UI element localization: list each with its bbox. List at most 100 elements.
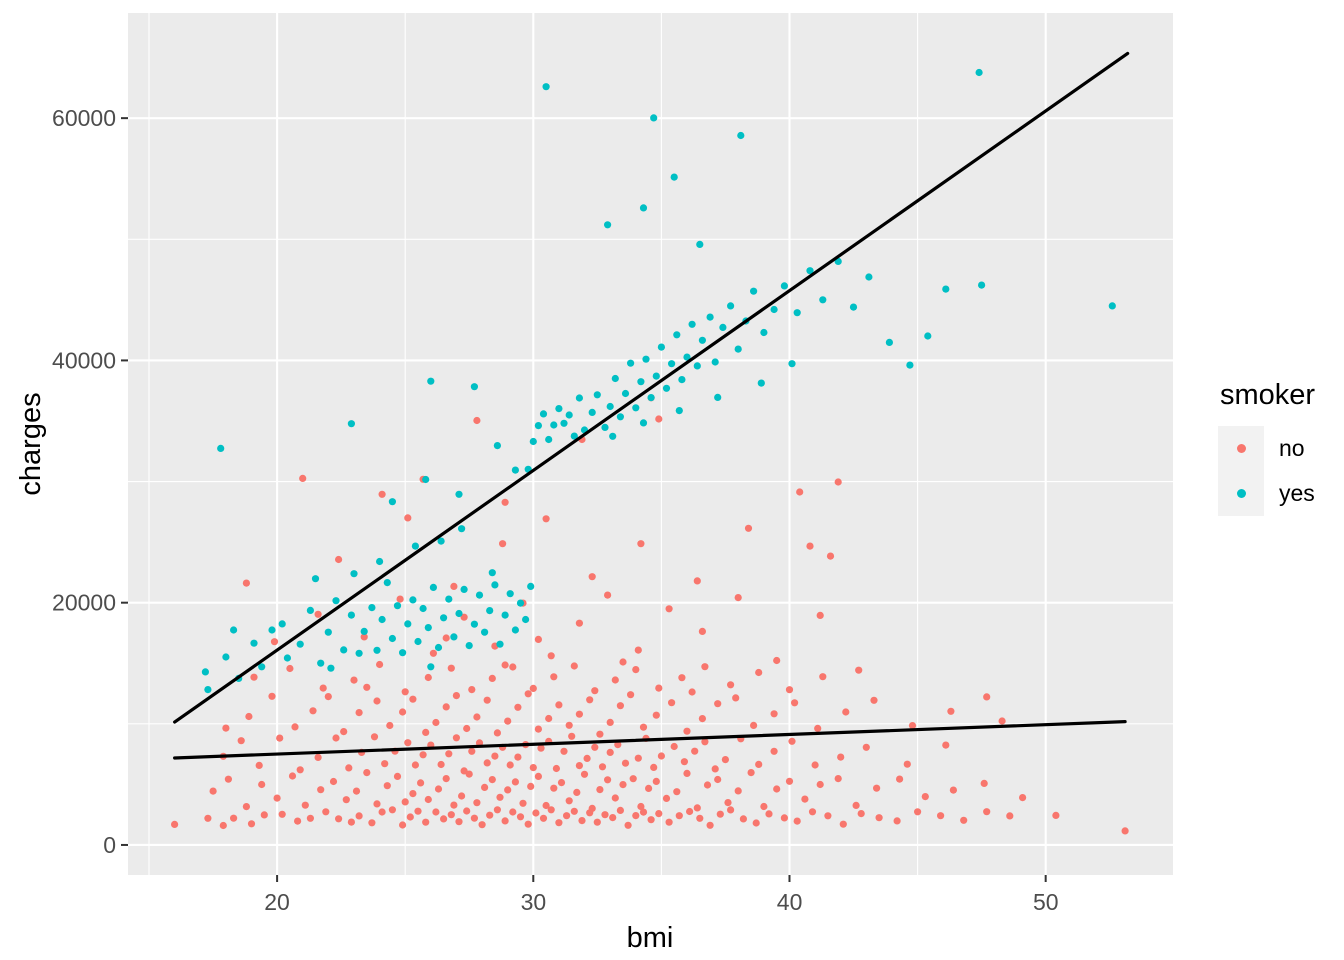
data-point-no bbox=[534, 772, 543, 781]
data-point-no bbox=[399, 708, 407, 716]
plot-panel bbox=[128, 13, 1173, 875]
data-point-no bbox=[409, 695, 417, 703]
data-point-yes bbox=[324, 628, 332, 636]
data-point-no bbox=[452, 692, 460, 700]
data-point-yes bbox=[250, 639, 258, 647]
data-point-yes bbox=[609, 432, 617, 440]
data-point-no bbox=[619, 658, 627, 666]
data-point-no bbox=[342, 796, 350, 804]
data-point-no bbox=[806, 542, 814, 550]
data-point-no bbox=[773, 656, 781, 665]
data-point-yes bbox=[675, 407, 683, 415]
data-point-no bbox=[791, 699, 799, 707]
data-point-no bbox=[645, 784, 653, 793]
data-point-yes bbox=[924, 332, 932, 340]
data-point-no bbox=[501, 661, 509, 669]
data-point-yes bbox=[719, 323, 727, 331]
data-point-no bbox=[322, 808, 330, 816]
data-point-no bbox=[301, 801, 309, 809]
data-point-no bbox=[609, 814, 617, 822]
data-point-yes bbox=[411, 542, 419, 550]
data-point-no bbox=[373, 697, 381, 705]
data-point-yes bbox=[696, 240, 704, 248]
data-point-yes bbox=[470, 383, 478, 391]
y-axis-title: charges bbox=[15, 392, 47, 495]
data-point-yes bbox=[455, 490, 463, 498]
data-point-yes bbox=[865, 273, 873, 281]
data-point-no bbox=[360, 633, 368, 641]
trend-line-no bbox=[173, 720, 1127, 760]
data-point-no bbox=[598, 763, 607, 771]
data-point-no bbox=[555, 819, 563, 827]
data-point-yes bbox=[734, 345, 742, 353]
data-point-yes bbox=[555, 405, 563, 413]
data-point-no bbox=[691, 747, 699, 755]
data-point-no bbox=[504, 786, 512, 794]
data-point-yes bbox=[601, 423, 609, 431]
data-point-yes bbox=[222, 653, 230, 661]
data-point-no bbox=[296, 766, 304, 774]
data-point-no bbox=[721, 756, 730, 764]
data-point-no bbox=[701, 738, 709, 746]
legend-key-box-yes bbox=[1218, 471, 1264, 516]
data-point-yes bbox=[647, 394, 655, 402]
data-point-no bbox=[447, 664, 455, 672]
data-point-no bbox=[432, 718, 440, 727]
data-point-no bbox=[352, 787, 361, 795]
data-point-no bbox=[247, 820, 256, 828]
data-point-no bbox=[319, 684, 327, 692]
data-point-yes bbox=[347, 611, 355, 619]
data-point-no bbox=[839, 820, 847, 828]
data-point-no bbox=[801, 795, 809, 803]
data-point-no bbox=[437, 760, 445, 769]
data-point-yes bbox=[668, 360, 676, 368]
data-point-no bbox=[665, 605, 673, 613]
data-point-no bbox=[619, 781, 627, 789]
data-point-no bbox=[329, 777, 338, 786]
data-point-no bbox=[378, 808, 386, 816]
data-point-no bbox=[819, 673, 827, 681]
data-point-no bbox=[268, 692, 276, 700]
y-tick-label-0: 0 bbox=[103, 832, 116, 858]
major-gridlines bbox=[128, 13, 1173, 875]
data-point-no bbox=[796, 488, 804, 496]
data-point-no bbox=[563, 812, 571, 820]
data-point-no bbox=[552, 764, 561, 773]
data-point-no bbox=[647, 816, 655, 824]
data-point-no bbox=[470, 814, 478, 822]
data-point-yes bbox=[470, 620, 478, 628]
data-point-no bbox=[447, 811, 455, 819]
data-point-no bbox=[245, 712, 253, 721]
data-point-no bbox=[222, 724, 230, 732]
trend-line-yes bbox=[173, 51, 1130, 724]
data-point-yes bbox=[427, 663, 435, 671]
data-point-no bbox=[596, 730, 604, 738]
data-point-no bbox=[688, 688, 696, 696]
data-point-no bbox=[209, 787, 217, 795]
data-point-yes bbox=[637, 378, 645, 386]
data-point-no bbox=[401, 688, 409, 696]
data-point-no bbox=[440, 815, 448, 823]
data-point-no bbox=[655, 415, 663, 423]
data-point-yes bbox=[693, 362, 701, 370]
data-point-yes bbox=[942, 285, 950, 293]
data-point-yes bbox=[711, 358, 719, 366]
data-point-no bbox=[614, 741, 622, 749]
data-point-no bbox=[616, 702, 625, 710]
data-point-no bbox=[755, 760, 763, 769]
data-point-no bbox=[678, 674, 686, 682]
data-point-no bbox=[409, 790, 417, 798]
data-point-no bbox=[347, 818, 355, 826]
data-point-yes bbox=[545, 435, 553, 444]
data-point-no bbox=[693, 804, 701, 812]
data-point-yes bbox=[560, 419, 568, 427]
data-point-yes bbox=[670, 173, 678, 181]
data-point-no bbox=[837, 753, 845, 761]
data-point-no bbox=[744, 524, 753, 532]
data-point-no bbox=[294, 817, 302, 825]
data-point-no bbox=[639, 808, 648, 816]
data-point-yes bbox=[706, 313, 714, 321]
data-point-no bbox=[873, 784, 881, 792]
data-point-yes bbox=[511, 466, 519, 474]
data-point-yes bbox=[460, 585, 468, 594]
